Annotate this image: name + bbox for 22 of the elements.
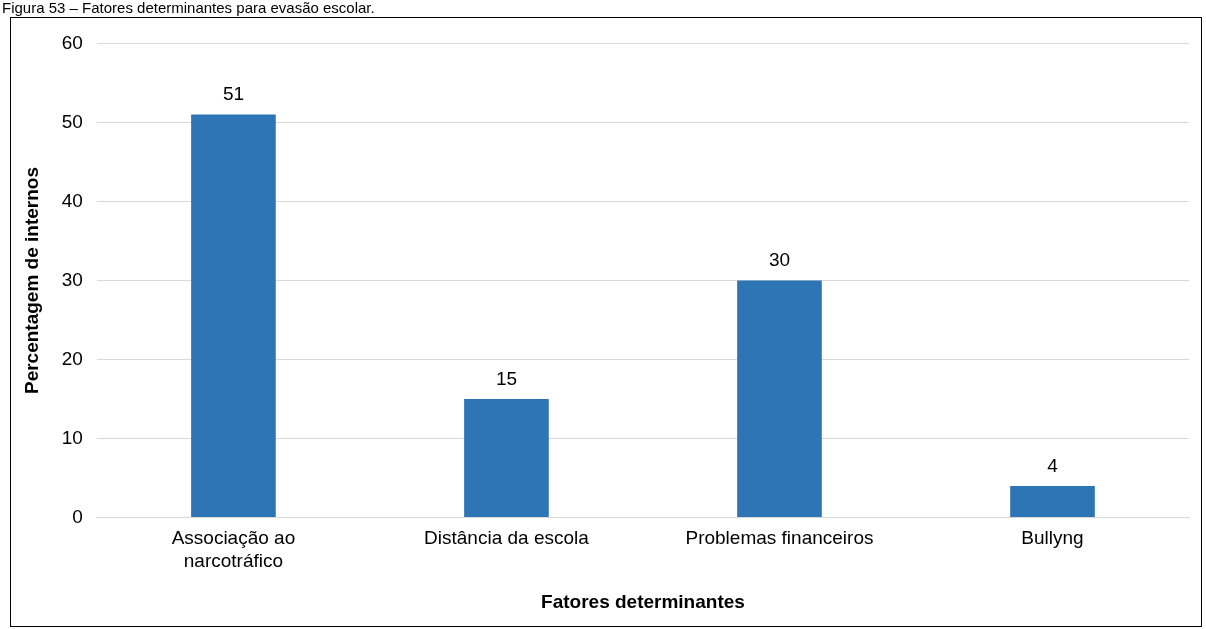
x-axis-title: Fatores determinantes	[541, 590, 745, 612]
y-tick-label: 50	[61, 110, 83, 132]
data-label: 4	[1047, 454, 1059, 476]
x-tick-label: Bullyng	[1021, 527, 1084, 549]
bar	[737, 280, 822, 518]
y-tick-label: 30	[61, 268, 83, 290]
y-tick-label: 60	[61, 31, 83, 53]
bar	[1010, 485, 1095, 518]
y-tick-label: 20	[61, 347, 83, 369]
bar	[191, 114, 276, 518]
y-tick-label: 40	[61, 189, 83, 211]
chart-title: Figura 53 – Fatores determinantes para evasão escolar.	[2, 0, 375, 16]
y-axis-title: Percentagem de internos	[20, 166, 42, 395]
bar	[464, 399, 549, 518]
x-tick-label: Associação ao narcotráfico	[171, 527, 296, 572]
x-tick-label: Problemas financeiros	[685, 527, 874, 549]
y-tick-label: 10	[61, 426, 83, 448]
x-tick-label: Distância da escola	[424, 527, 590, 549]
data-label: 51	[222, 83, 245, 105]
y-tick-label: 0	[72, 505, 83, 527]
data-label: 30	[768, 249, 791, 271]
data-label: 15	[495, 367, 518, 389]
